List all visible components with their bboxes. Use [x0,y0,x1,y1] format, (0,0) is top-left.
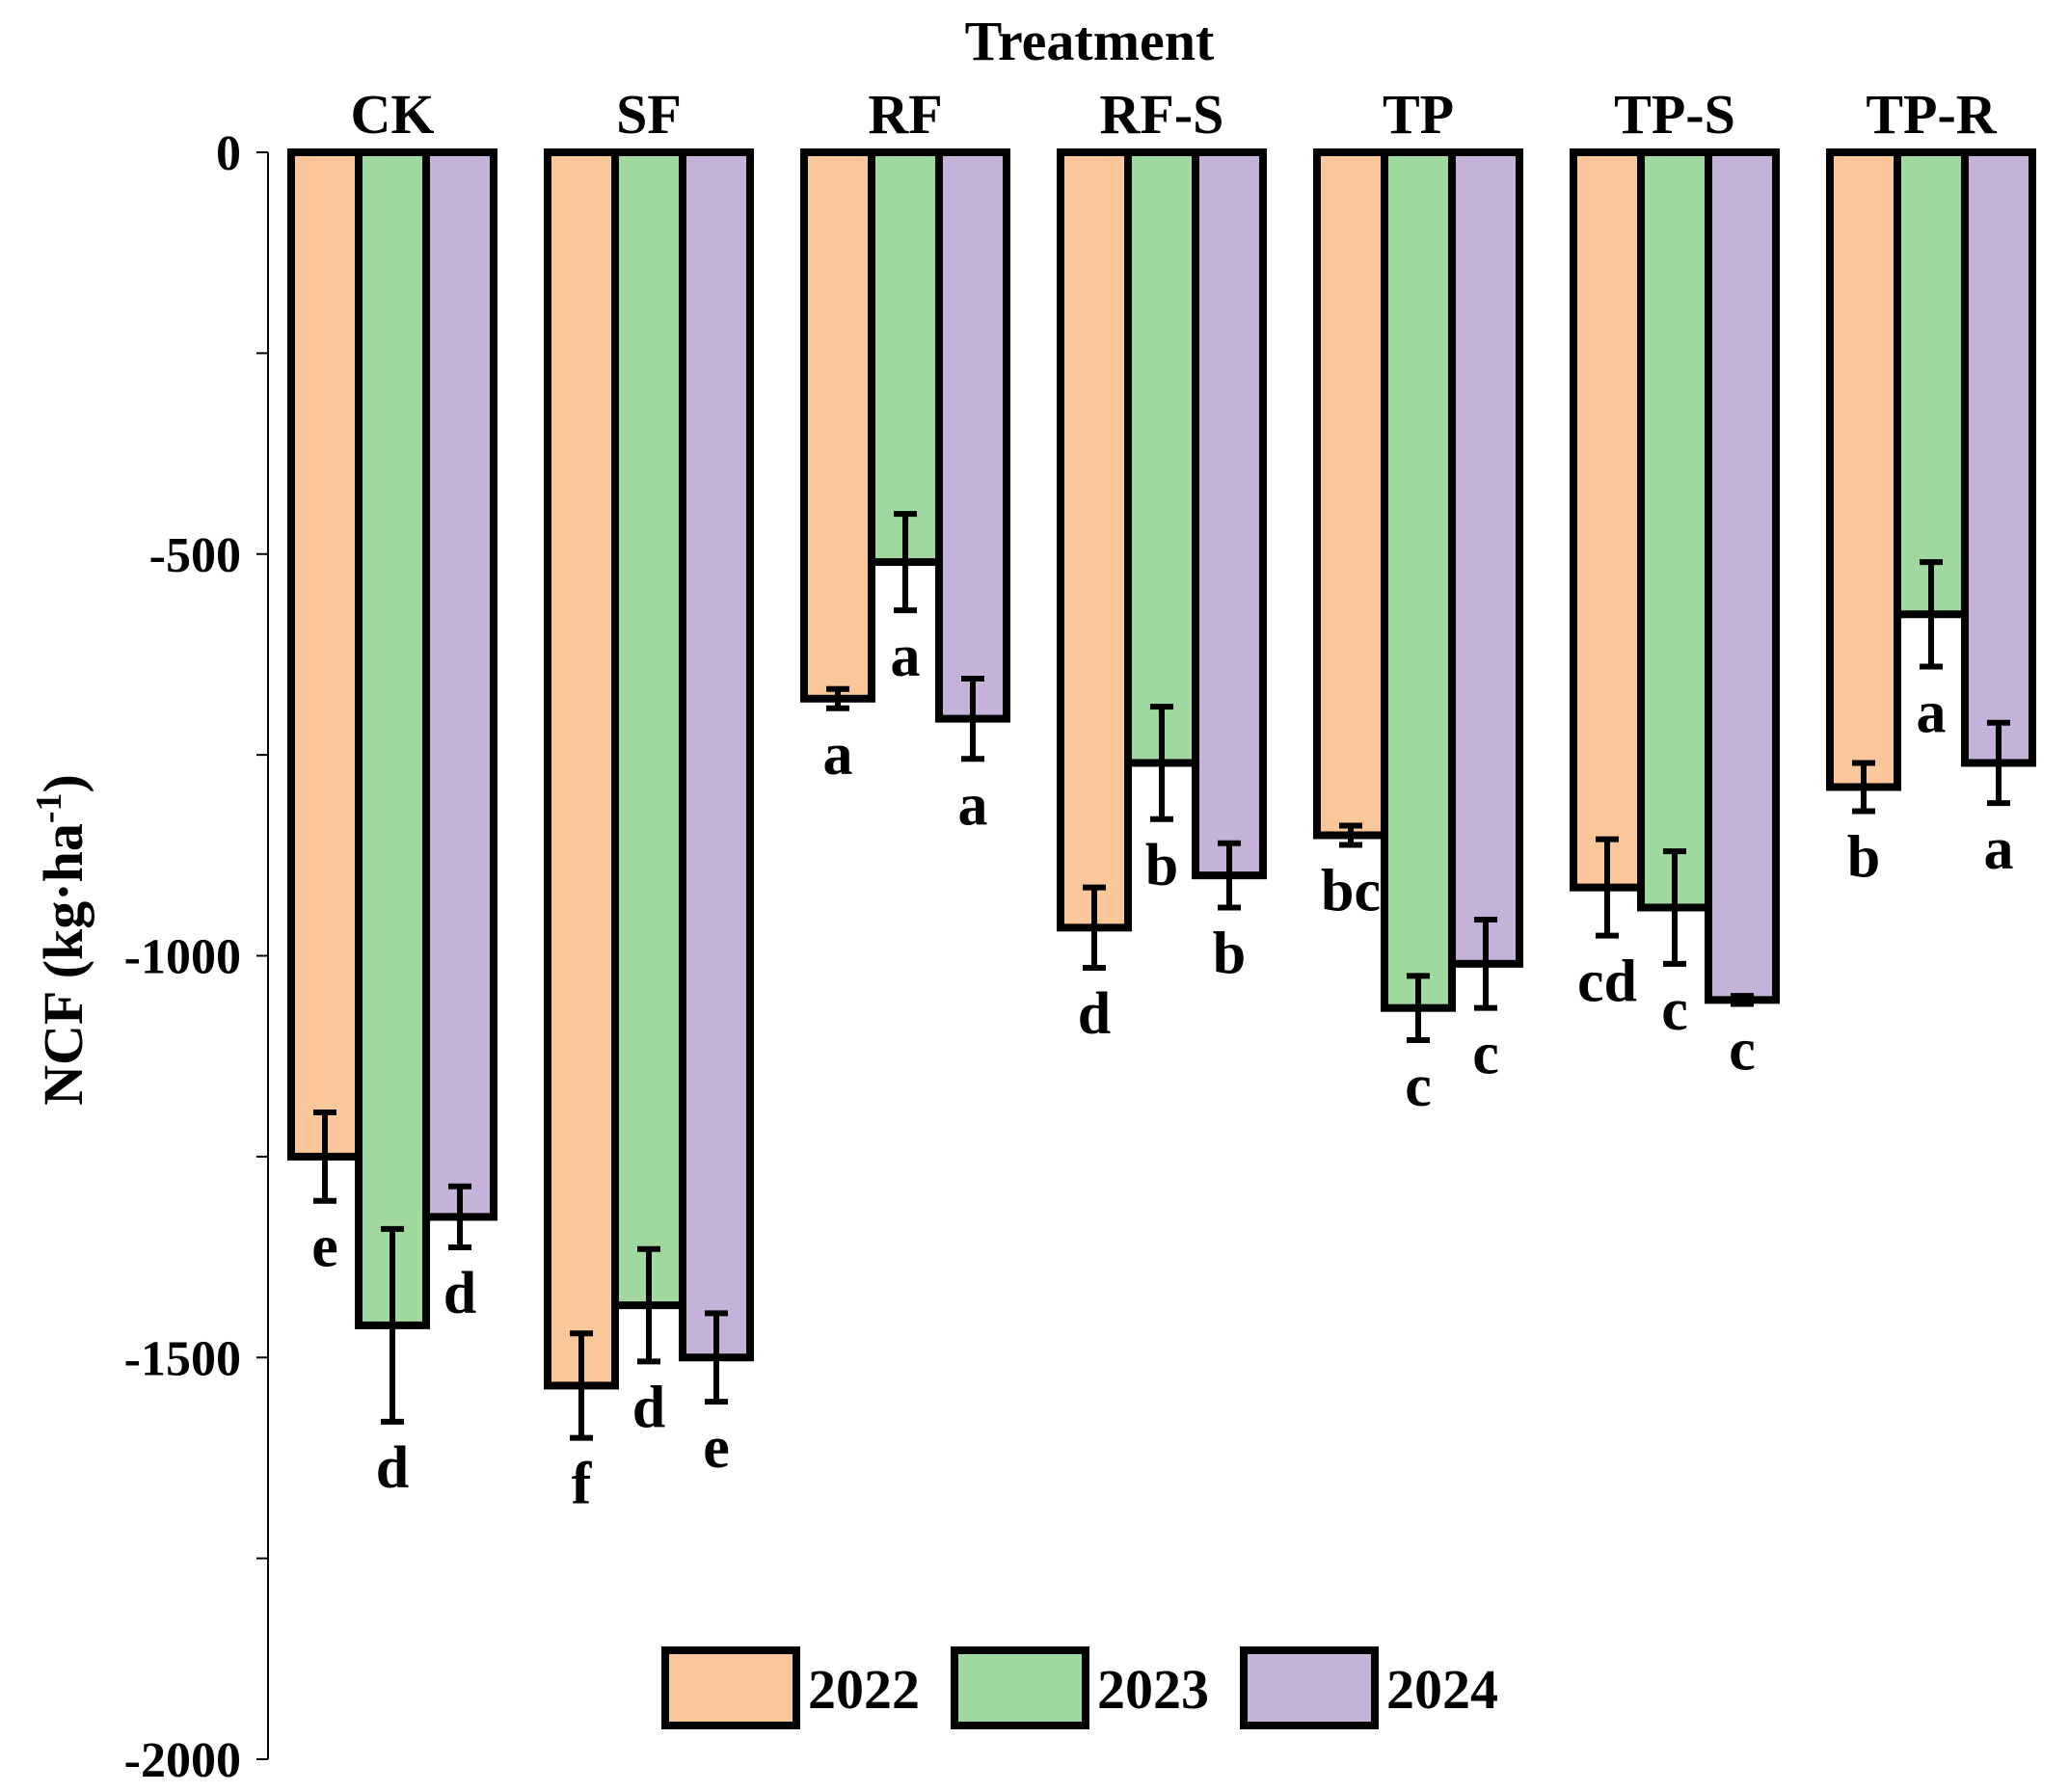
significance-letter: d [376,1435,409,1501]
significance-letter: b [1213,921,1246,986]
category-label: TP [1383,83,1454,146]
significance-letter: d [1078,981,1111,1047]
category-label: TP-S [1614,83,1735,146]
category-label: CK [351,83,435,146]
legend-swatch [1240,1646,1379,1729]
bar [1124,148,1199,767]
y-tick-label: -1000 [124,930,241,985]
significance-letter: d [632,1375,665,1440]
y-axis: 0 -500 -1000 -1500 -2000 [124,126,269,1788]
bar [1313,148,1388,840]
chart-title: Treatment [965,10,1215,72]
bar [422,148,497,1221]
bar [1705,148,1780,1004]
significance-letter: bc [1321,858,1381,923]
bar [287,148,363,1161]
significance-letter: f [572,1452,593,1517]
legend-label: 2024 [1386,1658,1498,1721]
bar [679,148,754,1362]
bar [1448,148,1523,968]
y-tick-label: -2000 [124,1733,241,1788]
bar [1637,148,1712,912]
bar [1057,148,1132,932]
bar [1192,148,1267,880]
significance-letter: e [311,1215,338,1280]
category-label: RF [868,83,942,146]
y-axis-label-close: ) [32,774,94,792]
category-labels: CK SF RF RF-S TP TP-S TP-R [351,83,1998,146]
category-label: TP-R [1866,83,1997,146]
significance-letter: c [1405,1054,1432,1119]
y-axis-label-text: NCF (kg·ha [32,823,94,1106]
category-label: RF-S [1100,83,1224,146]
legend: 2022 2023 2024 [661,1646,1498,1729]
legend-swatch [951,1646,1089,1729]
bar [868,148,943,567]
svg-text:NCF (kg·ha-1): NCF (kg·ha-1) [29,774,94,1106]
legend-label: 2022 [808,1658,920,1721]
y-tick-label: -500 [149,528,241,583]
category-label: SF [616,83,682,146]
bar [1826,148,1901,791]
bar [1570,148,1645,892]
bar [800,148,875,703]
significance-letter: c [1661,977,1688,1043]
y-tick-label: -1500 [124,1331,241,1386]
significance-letter: d [443,1261,476,1326]
significance-letter: b [1847,824,1880,890]
y-axis-label: NCF (kg·ha-1) [29,774,94,1106]
significance-letter: a [1917,680,1947,745]
significance-letter: e [703,1415,730,1481]
significance-letter: a [891,624,921,689]
bar [935,148,1010,723]
significance-letter: cd [1577,949,1637,1015]
bar [611,148,686,1310]
y-tick-label: 0 [216,126,241,181]
legend-label: 2023 [1097,1658,1209,1721]
significance-letter: c [1729,1018,1756,1083]
significance-letter: a [958,772,988,838]
significance-letter: b [1145,833,1178,898]
bar [1961,148,2036,767]
bar [355,148,430,1329]
error-bars [313,511,2010,1441]
legend-swatch [661,1646,800,1729]
bar [1894,148,1969,619]
bar [544,148,619,1390]
bar [1381,148,1456,1012]
y-axis-label-superscript: -1 [29,792,69,823]
significance-letter: a [823,722,853,788]
significance-letter: a [1984,816,2014,882]
significance-letter: c [1472,1022,1499,1087]
